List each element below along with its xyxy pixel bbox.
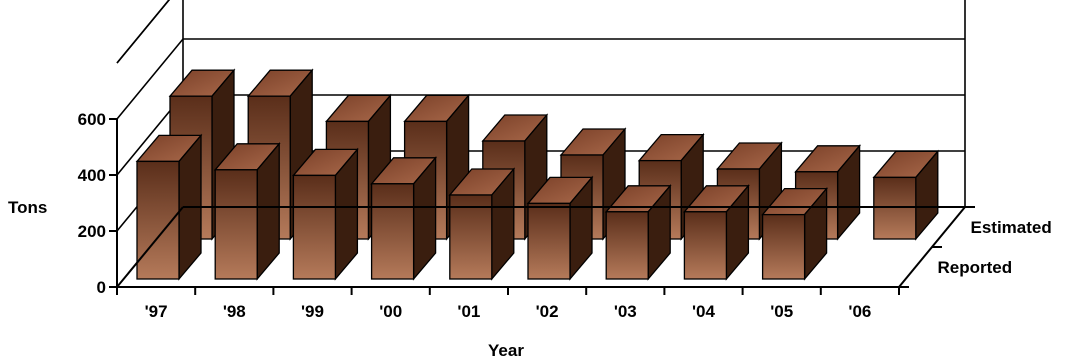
x-tick-label: '97	[145, 302, 168, 321]
bar-front-face	[605, 211, 649, 280]
x-tick-label: '06	[848, 302, 871, 321]
x-tick-label: '01	[457, 302, 480, 321]
bar	[135, 133, 203, 281]
x-axis-label: Year	[488, 341, 524, 360]
bar-front-face	[683, 211, 728, 280]
bar	[291, 147, 359, 281]
x-tick-label: '02	[536, 302, 559, 321]
bar-front-face	[873, 176, 917, 240]
y-tick-label: 200	[78, 222, 106, 241]
x-tick-label: '05	[770, 302, 793, 321]
bar	[872, 149, 940, 241]
x-tick-label: '03	[614, 302, 637, 321]
gridline	[116, 0, 171, 64]
bar-front-face	[292, 174, 337, 280]
bar	[370, 156, 438, 281]
bar	[604, 184, 672, 281]
y-tick-label: 0	[97, 278, 106, 297]
bar	[526, 175, 594, 281]
x-tick-label: '04	[692, 302, 715, 321]
series-label: Reported	[938, 258, 1013, 277]
gridline	[116, 38, 965, 120]
floor-left-edge	[116, 206, 184, 288]
bar-front-face	[214, 169, 258, 280]
bar	[213, 142, 281, 281]
x-tick-label: '98	[223, 302, 246, 321]
axes: 0 200 400 600 '97 '98 '99 '00 '01 '02 '03 '04 '05 '06…	[78, 110, 1052, 321]
x-tick-label: '99	[301, 302, 324, 321]
bar	[794, 144, 862, 241]
side-wall-top-edge	[116, 0, 171, 64]
bar-front-face	[527, 202, 571, 280]
x-tick-label: '00	[379, 302, 402, 321]
bar-group	[135, 68, 940, 281]
y-tick-label: 600	[78, 110, 106, 129]
bar-front-face	[449, 194, 493, 280]
bar	[761, 186, 829, 281]
y-tick-label: 400	[78, 166, 106, 185]
bar-front-face	[370, 183, 415, 280]
series-label: Estimated	[971, 218, 1052, 237]
bar-front-face	[761, 213, 806, 280]
y-axis-label: Tons	[8, 198, 47, 217]
bar	[682, 184, 750, 281]
bar	[448, 167, 516, 281]
